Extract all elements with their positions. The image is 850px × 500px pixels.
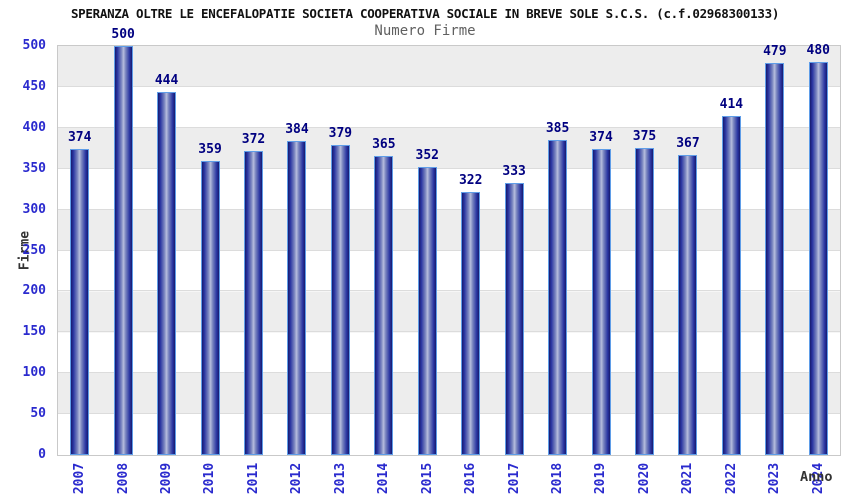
bar-2009 xyxy=(157,91,177,455)
y-tick-label-400: 400 xyxy=(22,119,46,135)
bar-2024 xyxy=(808,62,828,455)
x-tick-text: 2022 xyxy=(723,462,739,494)
y-tick-label-50: 50 xyxy=(30,406,46,422)
gridline xyxy=(58,413,840,415)
x-tick-text: 2020 xyxy=(636,462,652,494)
x-tick-label-2018: 2018 xyxy=(536,457,579,499)
x-tick-label-2021: 2021 xyxy=(666,457,709,499)
x-tick-text: 2023 xyxy=(767,462,783,494)
gridline xyxy=(58,331,840,333)
y-tick-label-450: 450 xyxy=(22,78,46,94)
x-tick-label-2010: 2010 xyxy=(188,457,231,499)
y-tick-label-300: 300 xyxy=(22,201,46,217)
value-label-2012: 384 xyxy=(285,121,309,137)
gridline xyxy=(58,208,840,210)
bar-2013 xyxy=(330,144,350,455)
x-tick-text: 2007 xyxy=(72,462,88,494)
x-axis-title: Anno xyxy=(800,469,833,485)
bar-2022 xyxy=(721,116,741,455)
x-tick-label-2016: 2016 xyxy=(449,457,492,499)
x-tick-text: 2009 xyxy=(159,462,175,494)
y-tick-label-500: 500 xyxy=(22,38,46,53)
x-tick-label-2013: 2013 xyxy=(319,457,362,499)
bar-2023 xyxy=(765,63,785,455)
bar-2015 xyxy=(417,167,437,455)
bar-2018 xyxy=(548,140,568,455)
bar-2019 xyxy=(591,149,611,455)
y-tick-label-350: 350 xyxy=(22,160,46,176)
x-tick-text: 2018 xyxy=(550,462,566,494)
bar-2012 xyxy=(287,140,307,455)
value-label-2009: 444 xyxy=(154,72,179,88)
value-label-2022: 414 xyxy=(719,97,744,113)
x-tick-label-2022: 2022 xyxy=(710,457,753,499)
value-label-2019: 374 xyxy=(589,130,613,146)
y-tick-label-200: 200 xyxy=(22,283,46,299)
bar-2008 xyxy=(113,46,133,455)
x-tick-label-2007: 2007 xyxy=(58,457,101,499)
x-tick-label-2017: 2017 xyxy=(492,457,535,499)
bar-2016 xyxy=(461,191,481,455)
x-tick-text: 2015 xyxy=(419,462,435,494)
y-tick-label-150: 150 xyxy=(22,324,46,340)
value-label-2008: 500 xyxy=(111,27,135,42)
bar-2007 xyxy=(70,149,90,455)
x-tick-label-2014: 2014 xyxy=(362,457,405,499)
gridline xyxy=(58,85,840,87)
bar-2010 xyxy=(200,161,220,455)
value-label-2016: 322 xyxy=(458,172,483,188)
x-tick-label-2020: 2020 xyxy=(623,457,666,499)
value-label-2011: 372 xyxy=(241,131,266,147)
value-label-2023: 479 xyxy=(763,44,787,60)
x-tick-text: 2017 xyxy=(506,462,522,494)
value-label-2015: 352 xyxy=(415,148,439,164)
value-label-2018: 385 xyxy=(545,121,570,137)
x-tick-label-2012: 2012 xyxy=(275,457,318,499)
x-tick-text: 2012 xyxy=(289,462,305,494)
y-tick-label-250: 250 xyxy=(22,242,46,258)
bar-2014 xyxy=(374,156,394,455)
x-tick-text: 2008 xyxy=(115,462,131,494)
x-tick-text: 2013 xyxy=(332,462,348,494)
y-tick-label-100: 100 xyxy=(22,365,46,381)
x-tick-label-2019: 2019 xyxy=(579,457,622,499)
x-tick-label-2009: 2009 xyxy=(145,457,188,499)
chart-subtitle: Numero Firme xyxy=(374,23,476,39)
value-label-2017: 333 xyxy=(502,163,526,179)
x-tick-label-2023: 2023 xyxy=(753,457,796,499)
x-tick-text: 2016 xyxy=(463,462,479,494)
x-tick-text: 2011 xyxy=(245,462,261,494)
value-label-2007: 374 xyxy=(67,130,92,146)
gridline xyxy=(58,372,840,374)
x-tick-text: 2021 xyxy=(680,462,696,494)
bar-2017 xyxy=(504,182,524,455)
x-tick-text: 2019 xyxy=(593,462,609,494)
value-label-2020: 375 xyxy=(632,129,657,145)
gridline xyxy=(58,167,840,169)
value-label-2021: 367 xyxy=(676,135,700,151)
bar-2020 xyxy=(635,148,654,455)
bar-2011 xyxy=(244,150,263,455)
plot-area: 374 500 444 359 372 384 379 365 352 322 333 385 374 3… xyxy=(57,27,841,456)
x-tick-label-2008: 2008 xyxy=(101,457,144,499)
bar-2021 xyxy=(678,154,698,455)
value-label-2013: 379 xyxy=(328,125,353,141)
y-axis: 0 50 100 150 200 250 300 350 400 450 500 xyxy=(0,38,52,462)
gridline xyxy=(58,249,840,251)
gridline xyxy=(58,126,840,128)
value-label-2014: 365 xyxy=(372,137,396,153)
x-tick-label-2015: 2015 xyxy=(406,457,449,499)
y-tick-label-0: 0 xyxy=(38,447,46,462)
x-tick-label-2011: 2011 xyxy=(232,457,275,499)
gridline xyxy=(58,290,840,292)
x-tick-text: 2014 xyxy=(376,462,392,494)
chart-title: SPERANZA OLTRE LE ENCEFALOPATIE SOCIETA … xyxy=(70,6,780,21)
value-label-2024: 480 xyxy=(806,43,830,59)
x-tick-text: 2010 xyxy=(202,462,218,494)
x-axis: 2007 2008 2009 2010 2011 2012 2013 2014 2015 2016… xyxy=(58,457,840,499)
value-label-2010: 359 xyxy=(198,142,222,158)
